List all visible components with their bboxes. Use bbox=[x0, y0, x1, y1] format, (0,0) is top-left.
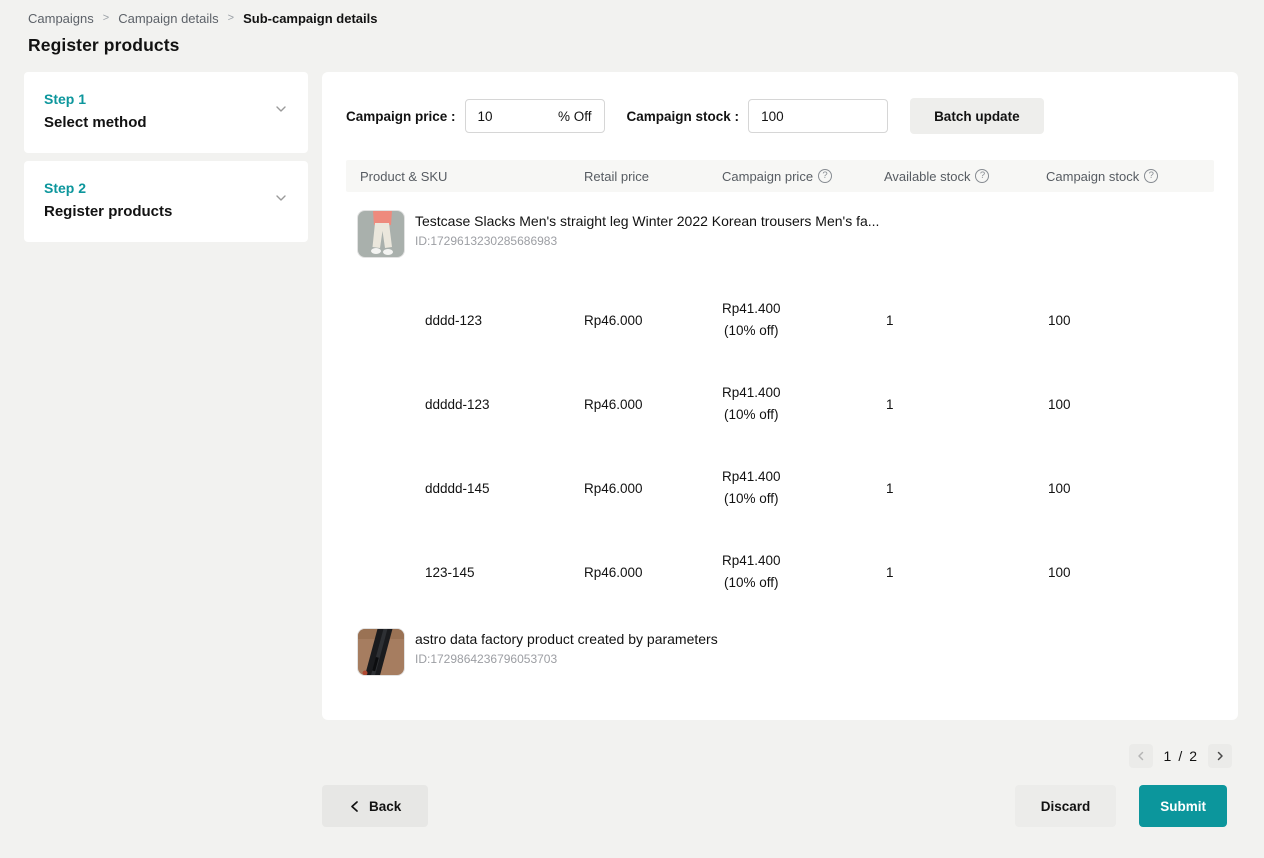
product-title: Testcase Slacks Men's straight leg Winte… bbox=[415, 213, 880, 229]
trousers-product-image bbox=[358, 211, 404, 257]
sku-campaign-price: Rp41.400 (10% off) bbox=[722, 298, 884, 342]
sku-campaign-price: Rp41.400 (10% off) bbox=[722, 550, 884, 594]
batch-update-button[interactable]: Batch update bbox=[910, 98, 1044, 134]
sku-campaign-stock: 100 bbox=[1048, 564, 1071, 580]
help-icon[interactable]: ? bbox=[1144, 169, 1159, 183]
submit-button[interactable]: Submit bbox=[1139, 785, 1227, 827]
sku-row: ddddd-123 Rp46.000 Rp41.400 (10% off) 1 … bbox=[346, 362, 1214, 446]
step-1-card[interactable]: Step 1 Select method bbox=[24, 72, 308, 153]
breadcrumb: Campaigns > Campaign details > Sub-campa… bbox=[0, 0, 1264, 26]
step-1-number: Step 1 bbox=[44, 91, 87, 107]
sku-available-stock: 1 bbox=[886, 564, 894, 580]
content-area: Step 1 Select method Step 2 Register pro… bbox=[24, 72, 1238, 720]
step-1-label: Select method bbox=[44, 114, 147, 131]
sku-list: dddd-123 Rp46.000 Rp41.400 (10% off) 1 1… bbox=[346, 278, 1214, 614]
sku-campaign-stock: 100 bbox=[1048, 312, 1071, 328]
discard-button[interactable]: Discard bbox=[1014, 785, 1117, 827]
breadcrumb-separator-icon: > bbox=[102, 11, 110, 24]
pagination-separator: / bbox=[1178, 748, 1183, 764]
batch-update-form: Campaign price : % Off Campaign stock : … bbox=[346, 98, 1214, 134]
sku-discount: (10% off) bbox=[724, 323, 779, 338]
sku-campaign-price: Rp41.400 (10% off) bbox=[722, 382, 884, 426]
table-header: Product & SKU Retail price Campaign pric… bbox=[346, 160, 1214, 192]
sku-retail-price: Rp46.000 bbox=[584, 564, 643, 580]
sku-discount: (10% off) bbox=[724, 491, 779, 506]
sku-available-stock: 1 bbox=[886, 396, 894, 412]
footer-actions: Back Discard Submit bbox=[322, 785, 1227, 827]
sku-discount: (10% off) bbox=[724, 407, 779, 422]
product-row: Testcase Slacks Men's straight leg Winte… bbox=[346, 210, 1214, 258]
column-retail-price: Retail price bbox=[584, 168, 650, 184]
sku-row: 123-145 Rp46.000 Rp41.400 (10% off) 1 10… bbox=[346, 530, 1214, 614]
back-button[interactable]: Back bbox=[322, 785, 429, 827]
help-icon[interactable]: ? bbox=[975, 169, 990, 183]
sku-row: dddd-123 Rp46.000 Rp41.400 (10% off) 1 1… bbox=[346, 278, 1214, 362]
product-title: astro data factory product created by pa… bbox=[415, 631, 718, 647]
column-campaign-stock: Campaign stock ? bbox=[1046, 169, 1214, 184]
product-row: astro data factory product created by pa… bbox=[346, 628, 1214, 676]
column-available-stock: Available stock ? bbox=[884, 169, 1046, 184]
steps-sidebar: Step 1 Select method Step 2 Register pro… bbox=[24, 72, 308, 720]
sku-campaign-price: Rp41.400 (10% off) bbox=[722, 466, 884, 510]
step-2-card[interactable]: Step 2 Register products bbox=[24, 161, 308, 242]
product-id: ID:1729613230285686983 bbox=[415, 234, 558, 248]
campaign-price-label: Campaign price : bbox=[346, 108, 456, 124]
chevron-right-icon bbox=[1217, 751, 1223, 761]
breadcrumb-current: Sub-campaign details bbox=[243, 11, 378, 26]
product-thumbnail bbox=[357, 210, 405, 258]
pagination-next-button[interactable] bbox=[1208, 744, 1232, 768]
sku-available-stock: 1 bbox=[886, 480, 894, 496]
sku-retail-price: Rp46.000 bbox=[584, 480, 643, 496]
sku-name: ddddd-123 bbox=[425, 396, 490, 412]
sku-retail-price: Rp46.000 bbox=[584, 312, 643, 328]
help-icon[interactable]: ? bbox=[818, 169, 833, 183]
sku-discount: (10% off) bbox=[724, 575, 779, 590]
product-thumbnail bbox=[357, 628, 405, 676]
sku-name: dddd-123 bbox=[425, 312, 483, 328]
pagination-current-page: 1 bbox=[1163, 748, 1172, 764]
breadcrumb-campaigns[interactable]: Campaigns bbox=[28, 11, 94, 26]
sku-row: ddddd-145 Rp46.000 Rp41.400 (10% off) 1 … bbox=[346, 446, 1214, 530]
sku-campaign-stock: 100 bbox=[1048, 396, 1071, 412]
campaign-stock-label: Campaign stock : bbox=[626, 108, 740, 124]
chevron-left-icon bbox=[351, 800, 358, 812]
campaign-stock-input-box bbox=[748, 99, 889, 133]
step-2-number: Step 2 bbox=[44, 180, 87, 196]
sku-name: 123-145 bbox=[425, 564, 475, 580]
sku-retail-price: Rp46.000 bbox=[584, 396, 643, 412]
column-product-sku: Product & SKU bbox=[360, 168, 448, 184]
sku-campaign-stock: 100 bbox=[1048, 480, 1071, 496]
breadcrumb-campaign-details[interactable]: Campaign details bbox=[118, 11, 219, 26]
breadcrumb-separator-icon: > bbox=[227, 11, 235, 24]
percent-off-suffix: % Off bbox=[558, 108, 592, 124]
chevron-left-icon bbox=[1137, 751, 1143, 761]
back-button-label: Back bbox=[369, 798, 402, 814]
pagination-total-pages: 2 bbox=[1189, 748, 1197, 764]
campaign-price-input-box: % Off bbox=[464, 99, 605, 133]
pagination-prev-button[interactable] bbox=[1128, 744, 1153, 768]
sku-name: ddddd-145 bbox=[425, 480, 490, 496]
step-2-label: Register products bbox=[44, 203, 173, 220]
register-products-panel: Campaign price : % Off Campaign stock : … bbox=[322, 72, 1238, 720]
black-strap-product-image bbox=[358, 629, 404, 675]
pagination-status: 1 / 2 bbox=[1164, 748, 1197, 764]
pagination: 1 / 2 bbox=[1128, 744, 1232, 768]
column-campaign-price: Campaign price ? bbox=[722, 169, 884, 184]
chevron-down-icon bbox=[274, 191, 288, 210]
sku-available-stock: 1 bbox=[886, 312, 894, 328]
product-id: ID:1729864236796053703 bbox=[415, 652, 558, 666]
campaign-stock-input[interactable] bbox=[761, 108, 876, 124]
chevron-down-icon bbox=[274, 102, 288, 121]
campaign-price-input[interactable] bbox=[477, 108, 559, 124]
page-title: Register products bbox=[28, 35, 180, 55]
